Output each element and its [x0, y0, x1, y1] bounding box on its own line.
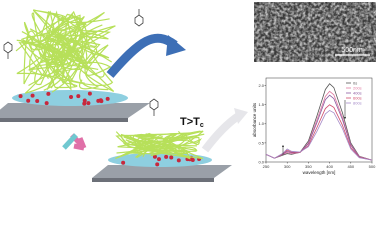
molecule — [121, 160, 126, 165]
y-tick-label: 0.0 — [258, 159, 264, 164]
x-axis-label: wavelength [nm] — [303, 170, 336, 175]
spectrum-line — [265, 94, 373, 161]
figure: 500nm T>Tc 250 300 350 400 450 500 0.0 0.5 1.0 1.… — [0, 2, 376, 182]
y-tick-label: 0.5 — [258, 140, 264, 145]
polymer-chain — [129, 132, 192, 152]
y-tick-label: 2.0 — [258, 83, 264, 88]
x-tick-label: 250 — [263, 164, 270, 169]
molecule — [169, 155, 174, 160]
polymer-chain — [21, 21, 72, 91]
polymer-chain — [28, 44, 112, 90]
condition-text: T>T — [180, 116, 200, 128]
molecule — [30, 93, 35, 98]
molecule — [152, 154, 157, 159]
y-axis-label: absorbance units — [252, 102, 257, 137]
page: {"labels": {"condition": "T>T", "conditi… — [0, 2, 377, 182]
y-tick-label: 1.0 — [258, 121, 264, 126]
molecule — [18, 94, 23, 99]
molecule — [105, 96, 110, 101]
spectrum-chart: 250 300 350 400 450 500 0.0 0.5 1.0 1.5 2.0 wavelen… — [252, 77, 376, 175]
molecule — [156, 157, 161, 162]
x-tick-label: 350 — [305, 164, 312, 169]
polymer-chain — [123, 130, 204, 160]
legend-label: 400s — [353, 90, 362, 95]
condition-subscript: c — [200, 122, 204, 129]
spectrum-line — [265, 83, 373, 161]
x-tick-label: 450 — [347, 164, 354, 169]
scale-bar-label: 500nm — [341, 47, 363, 54]
molecule — [96, 98, 101, 103]
x-tick-label: 300 — [284, 164, 291, 169]
illustration-bottom: T>Tc — [92, 98, 248, 182]
condition-label: T>Tc — [180, 116, 204, 129]
legend-label: 800s — [353, 100, 362, 105]
legend-label: 200s — [353, 85, 362, 90]
spectrum-line — [265, 104, 373, 161]
molecule — [46, 91, 51, 96]
legend-label: 600s — [353, 95, 362, 100]
y-tick-label: 1.5 — [258, 102, 264, 107]
x-tick-label: 500 — [369, 164, 376, 169]
molecule — [82, 101, 87, 106]
legend-label: 0s — [353, 80, 357, 85]
sem-image: 500nm — [254, 2, 376, 62]
molecule — [76, 94, 81, 99]
plot-frame — [265, 77, 373, 163]
molecule — [82, 98, 87, 103]
spectrum-line — [265, 109, 373, 161]
molecule — [86, 101, 91, 106]
molecule — [164, 154, 169, 159]
polymer-chain — [26, 14, 88, 91]
molecule — [44, 101, 49, 106]
polymer-chain — [15, 9, 105, 78]
x-tick-label: 400 — [326, 164, 333, 169]
molecule — [69, 94, 74, 99]
molecule — [26, 98, 31, 103]
polymer-chain — [43, 28, 99, 84]
polymer-chain — [39, 10, 110, 64]
molecule — [87, 91, 92, 96]
molecule — [155, 162, 160, 167]
switch-arrow-back — [62, 133, 78, 150]
illustration-top — [0, 9, 186, 122]
molecule — [176, 158, 181, 163]
molecule — [35, 99, 40, 104]
